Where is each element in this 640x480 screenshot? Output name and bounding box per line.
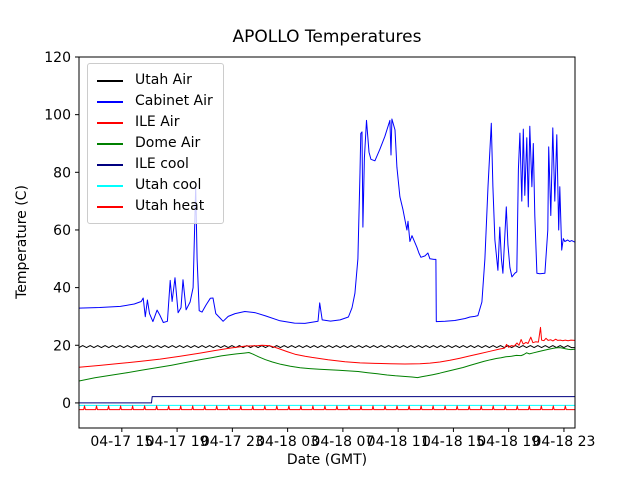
chart-title: APOLLO Temperatures (232, 27, 422, 47)
series-group (79, 118, 575, 411)
y-tick-label: 80 (53, 165, 71, 181)
x-tick-label: 04-18 07 (311, 434, 374, 450)
legend-line-sample (97, 184, 123, 187)
x-tick-label: 04-18 15 (422, 434, 485, 450)
axes-frame (78, 56, 576, 429)
legend-item-ile-air: ILE Air (97, 112, 213, 133)
legend-item-utah-heat: Utah heat (97, 196, 213, 217)
legend-item-utah-cool: Utah cool (97, 175, 213, 196)
y-tick-label: 100 (44, 108, 71, 124)
legend-label: ILE Air (135, 114, 180, 130)
y-tick-label: 60 (53, 223, 71, 239)
legend-label: Cabinet Air (135, 93, 213, 109)
y-tick-label: 40 (53, 281, 71, 297)
x-tick-label: 04-18 03 (256, 434, 319, 450)
x-tick-label: 04-17 19 (146, 434, 209, 450)
series-line-utah-heat (79, 405, 575, 411)
legend-item-dome-air: Dome Air (97, 133, 213, 154)
series-line-cabinet-air (79, 118, 575, 324)
series-line-ile-cool (79, 396, 575, 404)
y-tick-label: 0 (62, 396, 71, 412)
legend-label: ILE cool (135, 156, 189, 172)
series-line-dome-air (79, 347, 575, 382)
x-tick-label: 04-18 23 (532, 434, 595, 450)
x-tick-label: 04-18 19 (477, 434, 540, 450)
x-tick-label: 04-18 11 (367, 434, 430, 450)
legend-line-sample (97, 79, 123, 82)
legend: Utah Air Cabinet Air ILE Air Dome Air ILE co… (87, 63, 224, 224)
y-tick-label: 120 (44, 50, 71, 66)
x-tick-label: 04-17 23 (201, 434, 264, 450)
legend-label: Utah cool (135, 177, 202, 193)
legend-item-utah-air: Utah Air (97, 70, 213, 91)
series-line-ile-air (79, 326, 575, 368)
legend-line-sample (97, 121, 123, 124)
x-axis-label: Date (GMT) (286, 452, 368, 468)
legend-item-ile-cool: ILE cool (97, 154, 213, 175)
legend-label: Utah Air (135, 72, 192, 88)
y-axis-label: Temperature (C) (14, 185, 30, 299)
x-tick-label: 04-17 15 (90, 434, 153, 450)
legend-line-sample (97, 205, 123, 208)
legend-item-cabinet-air: Cabinet Air (97, 91, 213, 112)
legend-line-sample (97, 163, 123, 166)
legend-label: Utah heat (135, 198, 205, 214)
legend-line-sample (97, 142, 123, 145)
legend-label: Dome Air (135, 135, 201, 151)
y-tick-label: 20 (53, 338, 71, 354)
series-line-utah-air (79, 345, 575, 349)
legend-line-sample (97, 100, 123, 103)
